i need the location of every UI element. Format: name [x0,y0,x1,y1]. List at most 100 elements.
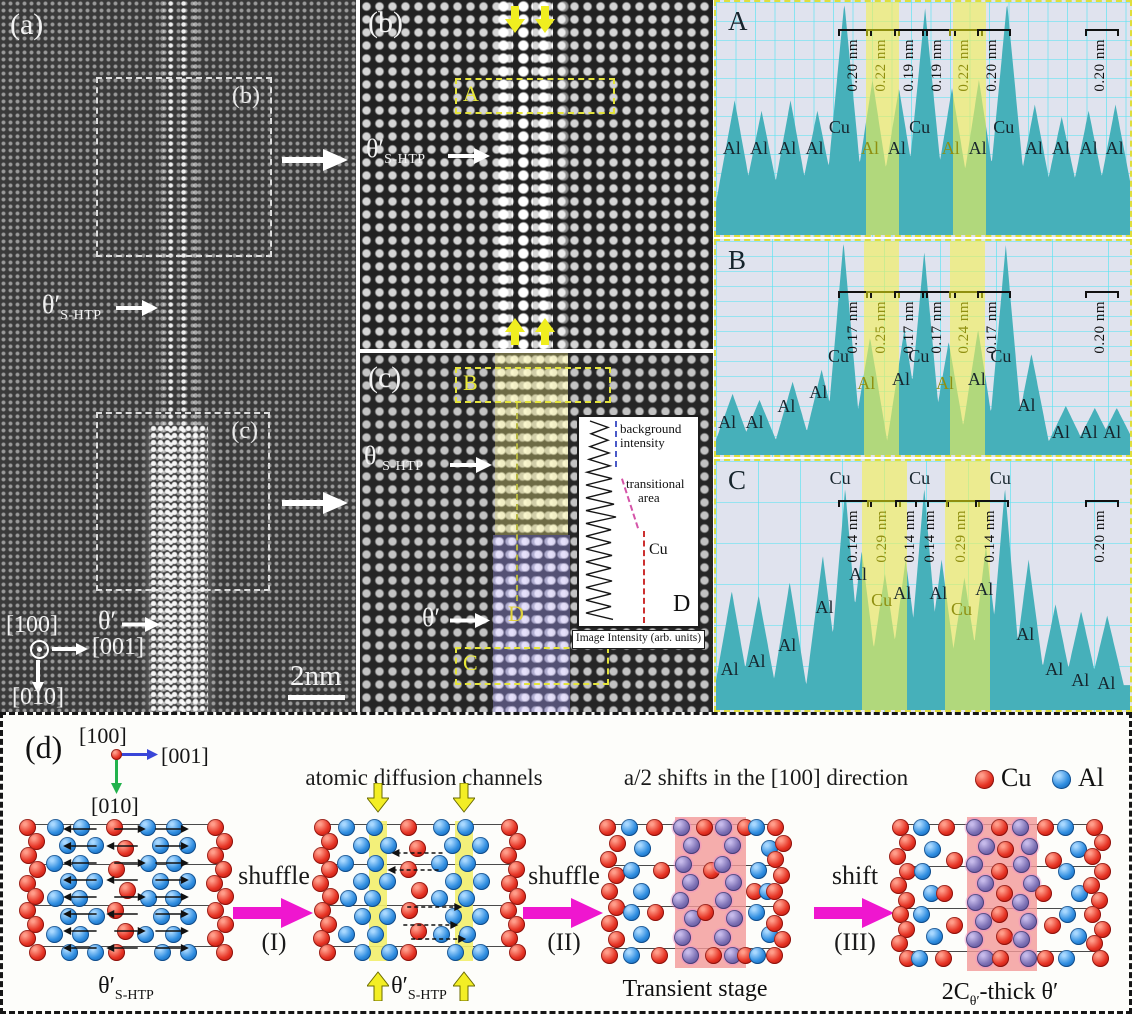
axis-label-001: [001] [92,634,144,660]
transition-atom [715,819,733,836]
cu-atom [1044,917,1062,935]
peak-element-label: Cu [950,599,973,620]
cu-atom [1037,950,1055,967]
peak-element-label: Al [1079,421,1098,442]
cu-atom [207,930,225,948]
measurement-bracket [921,291,956,299]
al-atom [379,908,397,926]
transition-atom [966,819,984,836]
channel-arrow-down-icon [366,783,389,813]
region-box-c-label: (c) [231,418,258,444]
al-atom [1057,862,1075,880]
lattice-line [325,824,513,826]
cu-atom [990,906,1008,924]
cu-atom [215,944,233,961]
transition-atom [715,892,733,910]
structure-caption: θ′S-HTP [31,973,221,1004]
cu-atom [508,916,526,934]
cu-atom [937,819,955,836]
peak-element-label: Al [857,372,876,393]
process-arrow-icon [814,898,894,928]
cu-atom [890,877,908,895]
profile-chart-a: A 0.20 nm 0.22 nm 0.19 nm 0.19 nm 0.22 nm 0.20… [714,0,1132,237]
step-verb: shuffle [238,861,310,890]
cu-atom [1045,851,1063,869]
cu-atom [319,916,337,934]
spacing-measurement: 0.20 nm [977,28,1012,91]
cu-atom [774,931,792,948]
spacing-measurement: 0.17 nm [837,291,872,354]
cu-atom [775,835,793,852]
measurement-bracket [946,499,981,507]
cu-atom [321,888,339,906]
transition-atom [714,928,732,946]
profile-box-a-label: A [463,81,479,106]
measurement-value: 0.25 nm [873,301,890,354]
peak-element-label: Al [720,658,739,679]
diffusion-arrow-down-icon [535,6,555,33]
transition-atom [1011,819,1029,836]
measurement-bracket [1085,28,1120,36]
cu-atom [28,832,46,850]
peak-element-label: Al [929,583,948,603]
peak-element-label: Al [1105,138,1124,159]
crystal-structure [18,815,234,967]
al-atom [925,928,943,946]
profile-series [716,5,1130,235]
theta-prime-highlight-band [493,535,570,712]
transition-atom [671,892,689,910]
transition-atom [976,950,994,967]
precipitate-stripe [167,0,175,712]
measurement-bracket [893,28,928,36]
crystal-structure [311,815,527,967]
cu-ref-line [643,531,645,623]
measurement-bracket [837,28,872,36]
diffusion-arrow-down-icon [505,6,525,33]
al-atom [472,836,490,854]
crystal-structure [599,815,793,970]
profile-box-c: C [455,647,609,685]
transition-atom [1021,837,1039,855]
theta-shtp-label: θ′S-HTP [366,134,426,168]
transition-atom [682,873,700,891]
chart-title: C [728,465,747,495]
cu-atom [766,851,784,868]
peak-element-label: Al [778,635,797,656]
peak-element-label: Cu [990,345,1012,366]
cu-atom [772,899,790,916]
cu-atom [1083,877,1101,895]
crystal-structure [889,815,1112,973]
al-atom [445,872,463,890]
al-atom [47,890,65,908]
profile-series [716,244,1130,455]
al-atom [632,883,650,900]
cu-atom [600,883,618,900]
cu-atom [400,819,418,836]
cu-atom [608,835,626,852]
measurement-bracket [837,499,872,507]
cu-atom [20,846,38,864]
displacement-arrows [387,849,467,943]
cu-atom [599,851,617,868]
spacing-measurement: 0.29 nm [866,499,901,563]
measurement-value: 0.29 nm [873,509,890,563]
cu-atom [945,851,963,869]
al-atom [366,926,384,944]
transition-atom [966,893,984,911]
peak-element-label: Cu [993,117,1015,138]
al-atom [353,908,371,926]
spacing-measurement: 0.14 nm [915,499,950,562]
peak-element-label: Cu [828,117,850,138]
spacing-measurement: 0.14 nm [837,499,872,562]
transition-atom [724,873,742,891]
profile-box-b: B [455,367,611,403]
theta-prime-arrow-icon [122,617,160,632]
al-atom [72,819,90,836]
cu-atom [106,819,124,836]
al-atom [1058,950,1075,967]
transition-atom [1020,950,1038,967]
background-ref-line [615,421,617,467]
panel-b-tem-image: (b) A θ′S-HTP [360,0,713,349]
cu-atom [118,881,136,899]
